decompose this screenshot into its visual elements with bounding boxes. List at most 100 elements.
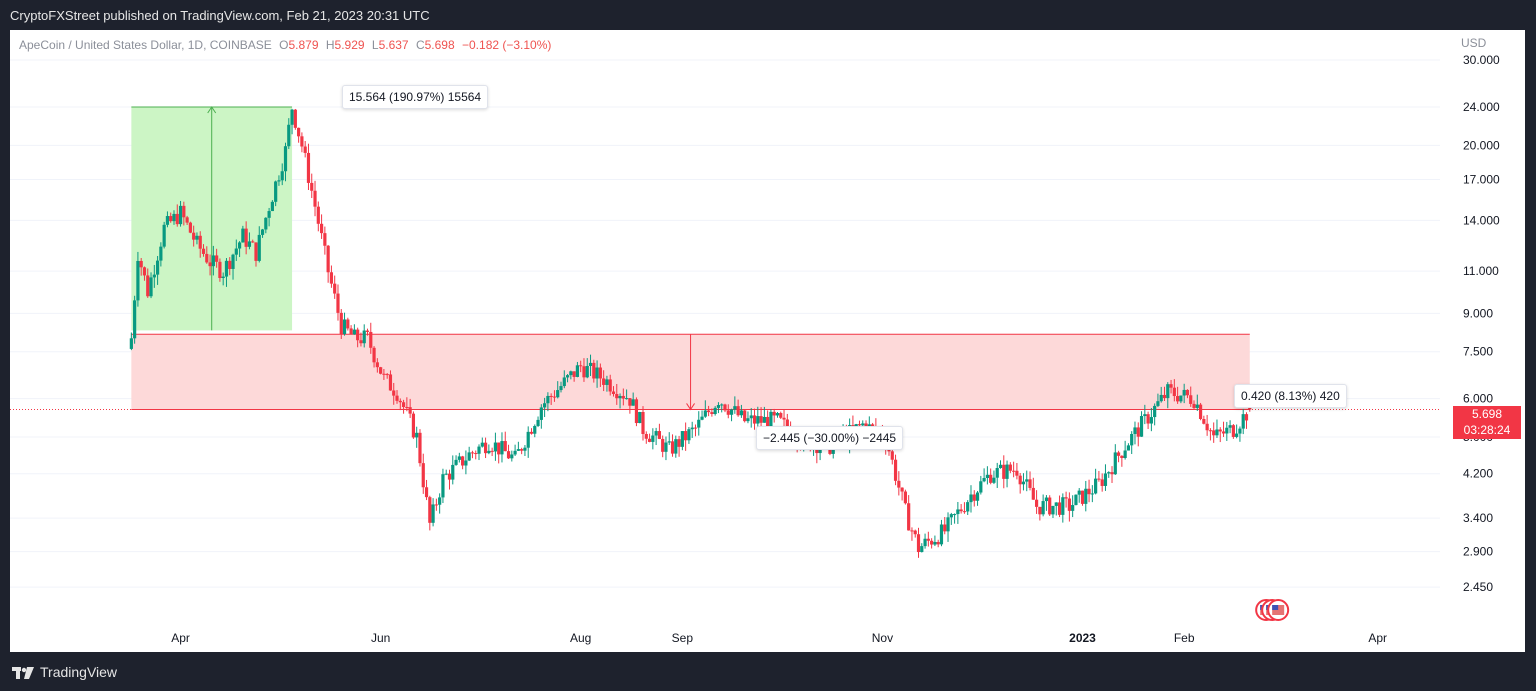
us-flag-icon[interactable] (1267, 599, 1290, 621)
candle (585, 358, 589, 379)
candle (349, 325, 353, 335)
candle-body (1008, 464, 1012, 471)
candle-body (939, 524, 944, 545)
candle-body (451, 464, 455, 480)
x-tick-label: Jun (371, 631, 390, 645)
candle-body (323, 233, 327, 246)
candle-body (316, 206, 320, 224)
candle (710, 408, 714, 417)
candle-body (723, 404, 727, 411)
candle (444, 469, 448, 476)
candle (411, 411, 416, 439)
candle-body (861, 423, 865, 426)
candle (529, 428, 534, 435)
candle-body (444, 473, 448, 475)
candle (1179, 395, 1183, 404)
measure-label-down[interactable]: −2.445 (−30.00%) −2445 (756, 426, 904, 450)
candle-body (1235, 433, 1239, 437)
candle (690, 421, 694, 438)
measure-label-recent[interactable]: 0.420 (8.13%) 420 (1234, 384, 1347, 408)
candle-body (1198, 404, 1203, 419)
candle (379, 366, 383, 375)
candle-body (903, 491, 907, 504)
candle-body (178, 205, 183, 225)
y-tick-label: 6.000 (1463, 392, 1493, 406)
candle (274, 180, 278, 207)
candle-body (211, 255, 215, 267)
candle-body (890, 451, 894, 460)
candle (936, 539, 940, 548)
candle (1028, 471, 1032, 491)
candle-body (1031, 487, 1035, 500)
candle-body (434, 504, 438, 506)
candle-body (598, 367, 602, 379)
candle-body (247, 241, 252, 247)
candle-body (457, 456, 461, 460)
tradingview-logo[interactable]: TradingView (12, 654, 117, 691)
candle-body (956, 509, 960, 515)
candle (641, 406, 645, 441)
high-value: 5.929 (334, 38, 365, 52)
candle (1120, 455, 1124, 467)
candle-body (428, 497, 432, 523)
candle (1015, 463, 1019, 480)
candle (949, 512, 953, 525)
candle (326, 244, 330, 283)
candle-body (916, 534, 921, 553)
candle-body (392, 390, 396, 396)
measure-label-up[interactable]: 15.564 (190.97%) 15564 (342, 85, 489, 109)
candle (920, 543, 924, 553)
candle-body (260, 229, 265, 235)
candle-body (749, 415, 753, 419)
candle (1123, 440, 1127, 460)
x-tick-label: Feb (1174, 631, 1195, 645)
candle (487, 444, 491, 455)
candle-body (641, 411, 645, 434)
candle (306, 143, 311, 191)
candle-body (1241, 414, 1245, 429)
symbol-legend: ApeCoin / United States Dollar, 1D, COIN… (19, 38, 551, 52)
candle (1182, 383, 1186, 404)
candle (457, 452, 461, 463)
chart-frame[interactable]: 2.4502.9003.4004.2005.0006.0007.5009.000… (10, 30, 1525, 652)
candlestick-chart[interactable]: 2.4502.9003.4004.2005.0006.0007.5009.000… (10, 30, 1525, 652)
candle (1071, 495, 1075, 518)
candle-body (379, 367, 383, 374)
candle (972, 490, 976, 507)
candle-body (736, 406, 740, 416)
candle (1218, 427, 1222, 443)
candle (405, 397, 409, 412)
candle-body (277, 180, 281, 182)
candle (605, 375, 609, 392)
candle-body (1126, 445, 1131, 451)
candle (526, 426, 530, 458)
candle-body (726, 410, 730, 415)
candle (490, 447, 494, 457)
candle (169, 212, 173, 223)
candle (893, 454, 898, 486)
candle-body (405, 406, 409, 408)
candle (552, 390, 557, 402)
candle (1192, 400, 1196, 410)
candle (1021, 473, 1026, 491)
candle-body (992, 477, 996, 483)
candle (651, 428, 655, 450)
candle-body (415, 432, 419, 438)
candle-body (431, 504, 435, 523)
candle (198, 231, 202, 258)
candle-body (382, 373, 386, 375)
candle (165, 211, 170, 228)
x-tick-label: Sep (672, 631, 694, 645)
candle (244, 221, 248, 255)
candle-body (562, 377, 566, 387)
candle-body (1021, 481, 1026, 485)
candle (434, 498, 438, 511)
candle (182, 201, 186, 226)
candle-body (303, 146, 307, 153)
candle-body (487, 450, 491, 454)
x-tick-label: 2023 (1069, 631, 1096, 645)
change-value: −0.182 (−3.10%) (462, 38, 552, 52)
candle-body (438, 497, 442, 505)
candle-body (1238, 428, 1242, 434)
high-key: H (325, 38, 335, 52)
